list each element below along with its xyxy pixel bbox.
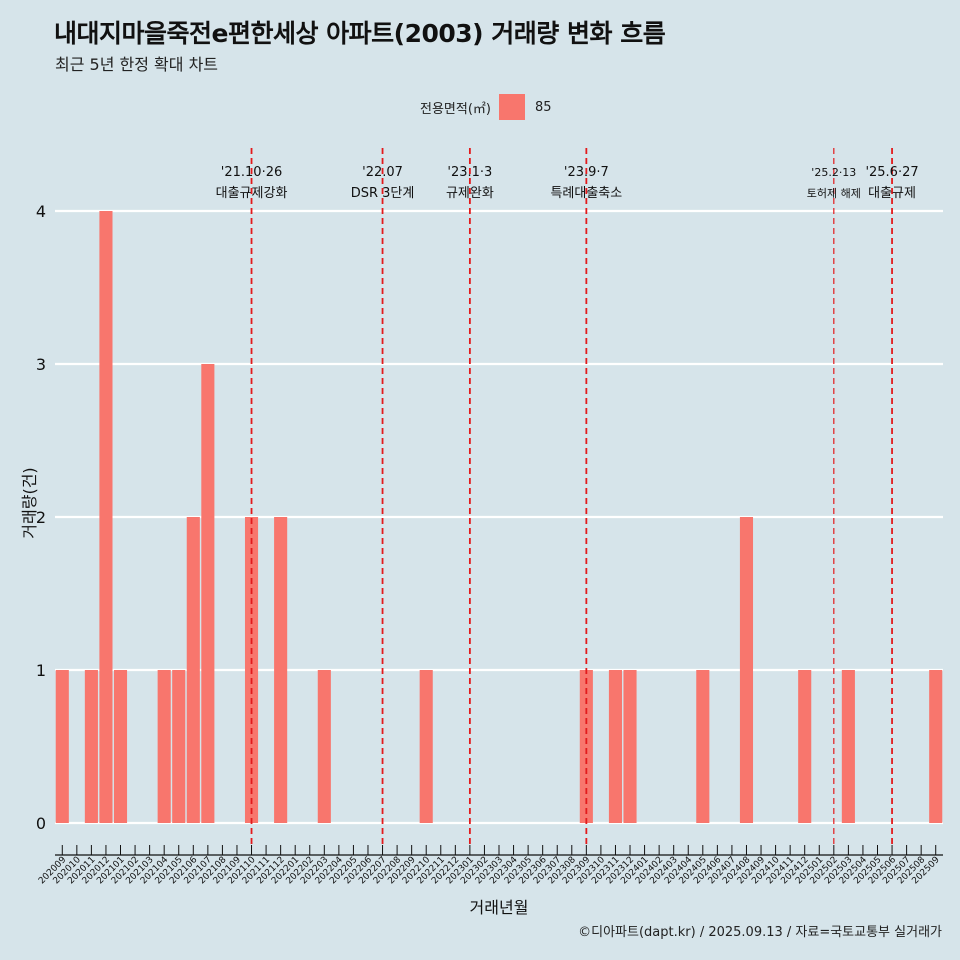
event-label: 대출규제강화 [216,186,288,201]
source-caption: ©디아파트(dapt.kr) / 2025.09.13 / 자료=국토교통부 실… [578,925,942,940]
event-label: 규제완화 [446,186,494,201]
legend-swatch [498,94,525,120]
event-date: '25.6·27 [865,165,918,180]
event-date: '22.07 [362,165,403,180]
legend-label: 85 [534,99,552,115]
bar [419,670,433,823]
bar [186,517,200,823]
y-tick-label: 0 [36,814,46,833]
event-label: 특례대출축소 [550,186,622,201]
event-label: 대출규제 [868,186,916,201]
bar [623,670,637,823]
event-date: '21.10·26 [221,165,282,180]
event-date: '23.1·3 [447,165,492,180]
bar [798,670,812,823]
chart-subtitle: 최근 5년 한정 확대 차트 [55,55,219,74]
y-tick-label: 1 [36,661,46,680]
event-date: '25.2·13 [811,166,856,179]
bar [55,670,69,823]
legend-title: 전용면적(㎡) [420,101,491,117]
bar [172,670,186,823]
bar [929,670,943,823]
y-axis-title: 거래량(건) [20,467,39,538]
event-label: 토허제 해제 [807,186,861,200]
bar [99,211,113,823]
bar [113,670,128,823]
bar [157,670,171,823]
y-tick-label: 2 [36,508,46,527]
bar [579,670,593,823]
event-date: '23.9·7 [564,165,609,180]
bar [841,670,855,823]
chart-title: 내대지마을죽전e편한세상 아파트(2003) 거래량 변화 흐름 [54,19,666,48]
bar [201,364,215,823]
y-tick-label: 3 [36,355,46,374]
bar [608,670,623,823]
bar [739,517,754,823]
x-axis-title: 거래년월 [470,898,529,917]
y-tick-label: 4 [36,202,46,221]
legend: 전용면적(㎡) 85 [420,94,552,120]
bar [696,670,710,823]
bar [274,517,288,823]
bar [84,670,98,823]
bar [317,670,331,823]
event-label: DSR 3단계 [351,186,415,201]
